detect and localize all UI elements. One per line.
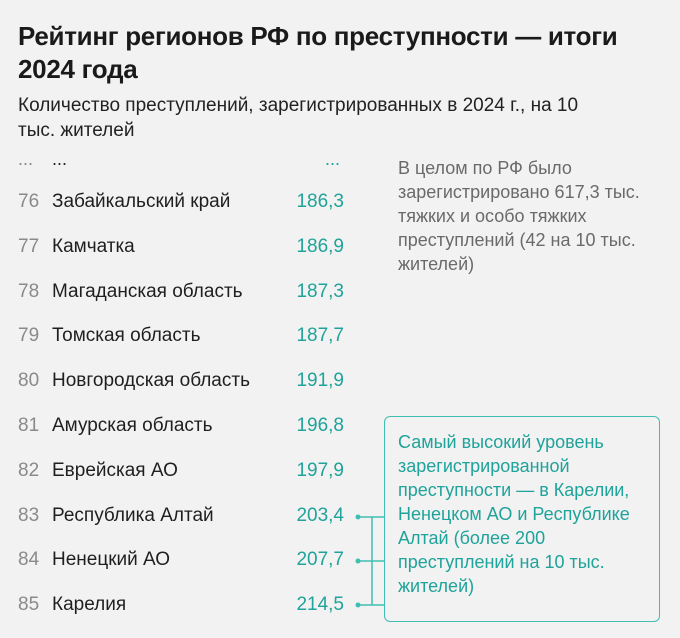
region-cell: Еврейская АО bbox=[52, 459, 178, 481]
rank-cell: 79 bbox=[18, 325, 40, 347]
callout-text: Самый высокий уровень зарегистрированной… bbox=[398, 432, 630, 596]
table-row: 79 Томская область 187,7 bbox=[0, 323, 360, 349]
region-cell: Амурская область bbox=[52, 415, 213, 436]
ellipsis-name: ... bbox=[52, 149, 68, 169]
rank-cell: 84 bbox=[18, 549, 40, 571]
value-cell: 186,3 bbox=[296, 191, 344, 212]
rank-cell: 82 bbox=[18, 459, 40, 481]
table-row: 84 Ненецкий АО 207,7 bbox=[0, 547, 360, 573]
value-cell: 191,9 bbox=[296, 370, 344, 392]
value-cell: 187,7 bbox=[296, 325, 344, 347]
region-cell: Томская область bbox=[52, 325, 201, 347]
rank-cell: 83 bbox=[18, 504, 40, 526]
connector-dot-85 bbox=[355, 602, 361, 608]
rank-cell: 76 bbox=[18, 191, 40, 212]
rank-cell: 78 bbox=[18, 280, 40, 302]
table-row: 83 Республика Алтай 203,4 bbox=[0, 503, 360, 529]
ellipsis-rank: ... bbox=[18, 149, 34, 169]
ellipsis-value: ... bbox=[325, 149, 341, 169]
table-row: 76 Забайкальский край 186,3 bbox=[0, 189, 360, 215]
table-row: 85 Карелия 214,5 bbox=[0, 592, 360, 618]
rank-cell: 81 bbox=[18, 415, 40, 436]
value-cell: 197,9 bbox=[296, 459, 344, 481]
connector-dot-83 bbox=[355, 514, 361, 520]
connector-dot-84 bbox=[355, 558, 361, 564]
rank-cell: 77 bbox=[18, 235, 40, 257]
region-cell: Камчатка bbox=[52, 235, 135, 257]
region-cell: Магаданская область bbox=[52, 280, 243, 302]
table-row: 81 Амурская область 196,8 bbox=[0, 413, 360, 439]
rank-cell: 80 bbox=[18, 370, 40, 392]
summary-note: В целом по РФ было зарегистрировано 617,… bbox=[398, 158, 640, 274]
rank-cell: 85 bbox=[18, 594, 40, 616]
table-row: 82 Еврейская АО 197,9 bbox=[0, 458, 360, 484]
region-cell: Карелия bbox=[52, 594, 127, 616]
region-cell: Забайкальский край bbox=[52, 191, 231, 212]
region-cell: Республика Алтай bbox=[52, 504, 214, 526]
region-cell: Ненецкий АО bbox=[52, 549, 171, 571]
value-cell: 214,5 bbox=[296, 594, 344, 616]
value-cell: 196,8 bbox=[296, 415, 344, 436]
value-cell: 203,4 bbox=[296, 504, 344, 526]
value-cell: 207,7 bbox=[296, 549, 344, 571]
value-cell: 187,3 bbox=[296, 280, 344, 302]
chart-title: Рейтинг регионов РФ по преступности — ит… bbox=[18, 21, 618, 84]
highlight-callout: Самый высокий уровень зарегистрированной… bbox=[384, 416, 660, 622]
table-row: 77 Камчатка 186,9 bbox=[0, 234, 360, 260]
value-cell: 186,9 bbox=[296, 235, 344, 257]
chart-subtitle: Количество преступлений, зарегистрирован… bbox=[18, 95, 579, 141]
table-row: 78 Магаданская область 187,3 bbox=[0, 279, 360, 305]
region-cell: Новгородская область bbox=[52, 370, 250, 392]
table-row: 80 Новгородская область 191,9 bbox=[0, 368, 360, 394]
